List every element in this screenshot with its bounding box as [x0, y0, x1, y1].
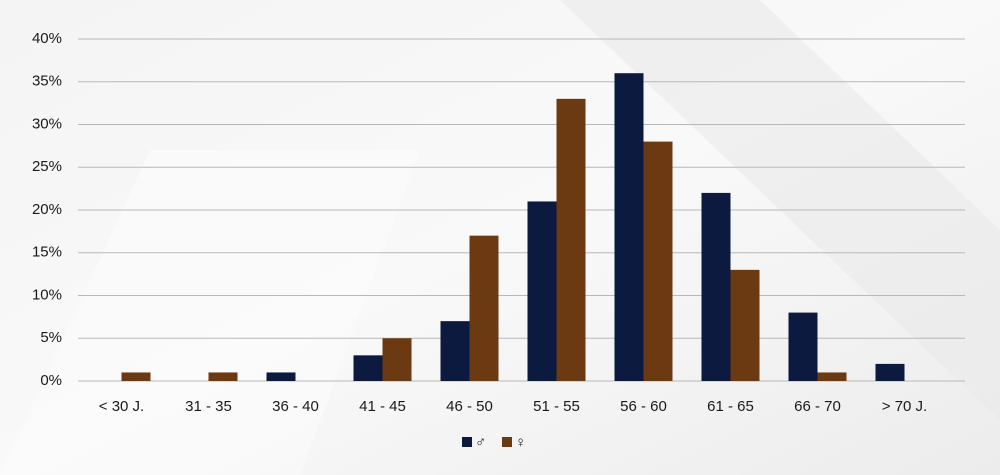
- bar: [701, 192, 731, 381]
- bar: [440, 321, 470, 381]
- bar: [788, 312, 818, 381]
- bar: [266, 372, 296, 381]
- bar: [817, 372, 847, 381]
- y-tick-label: 5%: [40, 329, 62, 346]
- legend-swatch: [462, 437, 472, 447]
- x-tick-label: 66 - 70: [794, 398, 841, 415]
- x-tick-label: 41 - 45: [359, 398, 406, 415]
- y-tick-label: 0%: [40, 372, 62, 389]
- y-tick-label: 15%: [32, 244, 62, 261]
- x-tick-label: 56 - 60: [620, 398, 667, 415]
- bar: [469, 235, 499, 381]
- bar: [730, 269, 760, 381]
- x-tick-label: 31 - 35: [185, 398, 232, 415]
- x-tick-label: 61 - 65: [707, 398, 754, 415]
- legend-label: ♀: [515, 434, 526, 451]
- bar: [614, 73, 644, 381]
- x-tick-label: 46 - 50: [446, 398, 493, 415]
- y-tick-label: 20%: [32, 201, 62, 218]
- x-tick-label: > 70 J.: [882, 398, 927, 415]
- legend-label: ♂: [475, 434, 486, 451]
- y-tick-label: 10%: [32, 286, 62, 303]
- bar: [875, 363, 905, 381]
- bar: [556, 98, 586, 381]
- y-tick-label: 40%: [32, 30, 62, 47]
- legend-swatch: [502, 437, 512, 447]
- bar: [121, 372, 151, 381]
- bar: [353, 355, 383, 381]
- bar: [643, 141, 673, 381]
- bar: [382, 338, 412, 381]
- x-tick-label: < 30 J.: [99, 398, 144, 415]
- background-shape: [0, 150, 420, 475]
- y-tick-label: 25%: [32, 158, 62, 175]
- bar: [527, 201, 557, 381]
- bar: [208, 372, 238, 381]
- x-tick-label: 36 - 40: [272, 398, 319, 415]
- x-tick-label: 51 - 55: [533, 398, 580, 415]
- y-tick-label: 30%: [32, 115, 62, 132]
- y-tick-label: 35%: [32, 73, 62, 90]
